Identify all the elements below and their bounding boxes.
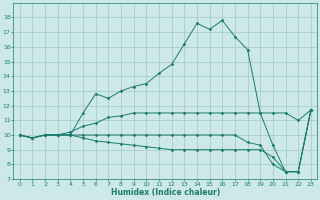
X-axis label: Humidex (Indice chaleur): Humidex (Indice chaleur) bbox=[111, 188, 220, 197]
